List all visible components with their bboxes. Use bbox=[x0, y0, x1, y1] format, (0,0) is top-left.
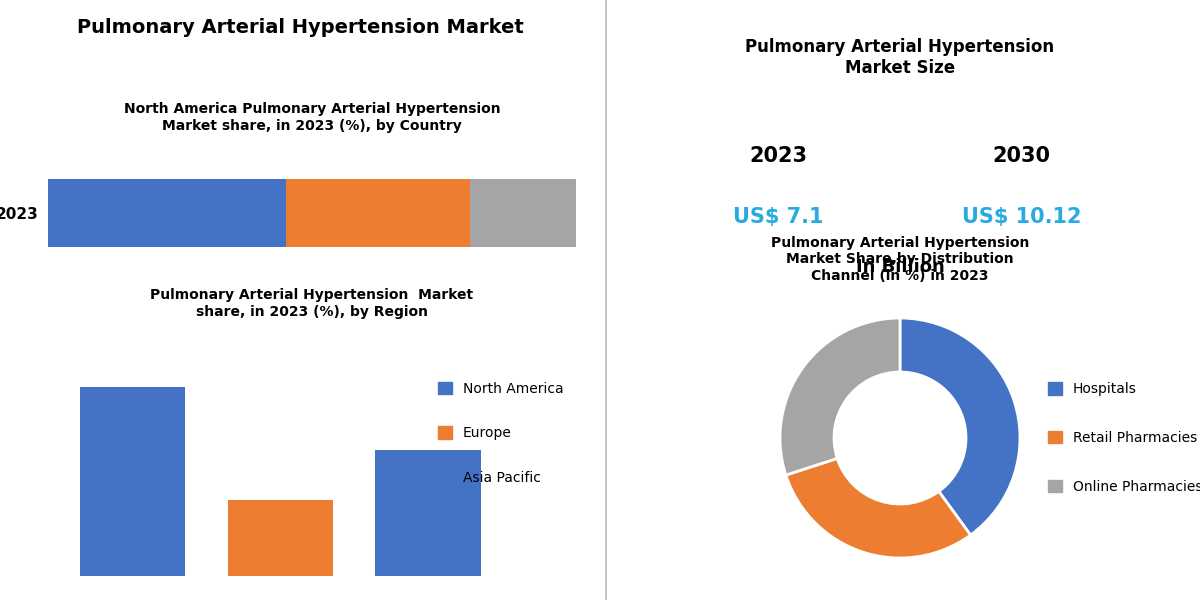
Bar bbox=[79, 387, 185, 576]
Legend: North America, Europe, Asia Pacific: North America, Europe, Asia Pacific bbox=[432, 376, 569, 491]
Text: 2030: 2030 bbox=[992, 146, 1050, 166]
Text: Pulmonary Arterial Hypertension Market: Pulmonary Arterial Hypertension Market bbox=[77, 18, 523, 37]
Legend: US, Mexico, Canada: US, Mexico, Canada bbox=[155, 398, 416, 424]
Title: North America Pulmonary Arterial Hypertension
Market share, in 2023 (%), by Coun: North America Pulmonary Arterial Hyperte… bbox=[124, 103, 500, 133]
Wedge shape bbox=[780, 318, 900, 475]
Bar bbox=[470, 179, 576, 247]
Text: In Billion: In Billion bbox=[856, 258, 944, 276]
Legend: Hospitals, Retail Pharmacies, Online Pharmacies: Hospitals, Retail Pharmacies, Online Pha… bbox=[1043, 377, 1200, 499]
Bar bbox=[376, 450, 481, 576]
Bar bbox=[48, 179, 286, 247]
Wedge shape bbox=[786, 458, 971, 558]
Text: 2023: 2023 bbox=[750, 146, 808, 166]
Bar bbox=[228, 500, 334, 576]
Wedge shape bbox=[900, 318, 1020, 535]
Text: US$ 7.1: US$ 7.1 bbox=[733, 207, 824, 227]
Text: Pulmonary Arterial Hypertension
Market Size: Pulmonary Arterial Hypertension Market S… bbox=[745, 38, 1055, 77]
Text: US$ 10.12: US$ 10.12 bbox=[961, 207, 1081, 227]
Title: Pulmonary Arterial Hypertension
Market Share,by Distribution
Channel (in %) in 2: Pulmonary Arterial Hypertension Market S… bbox=[770, 236, 1030, 283]
Title: Pulmonary Arterial Hypertension  Market
share, in 2023 (%), by Region: Pulmonary Arterial Hypertension Market s… bbox=[150, 289, 474, 319]
Bar bbox=[286, 179, 470, 247]
